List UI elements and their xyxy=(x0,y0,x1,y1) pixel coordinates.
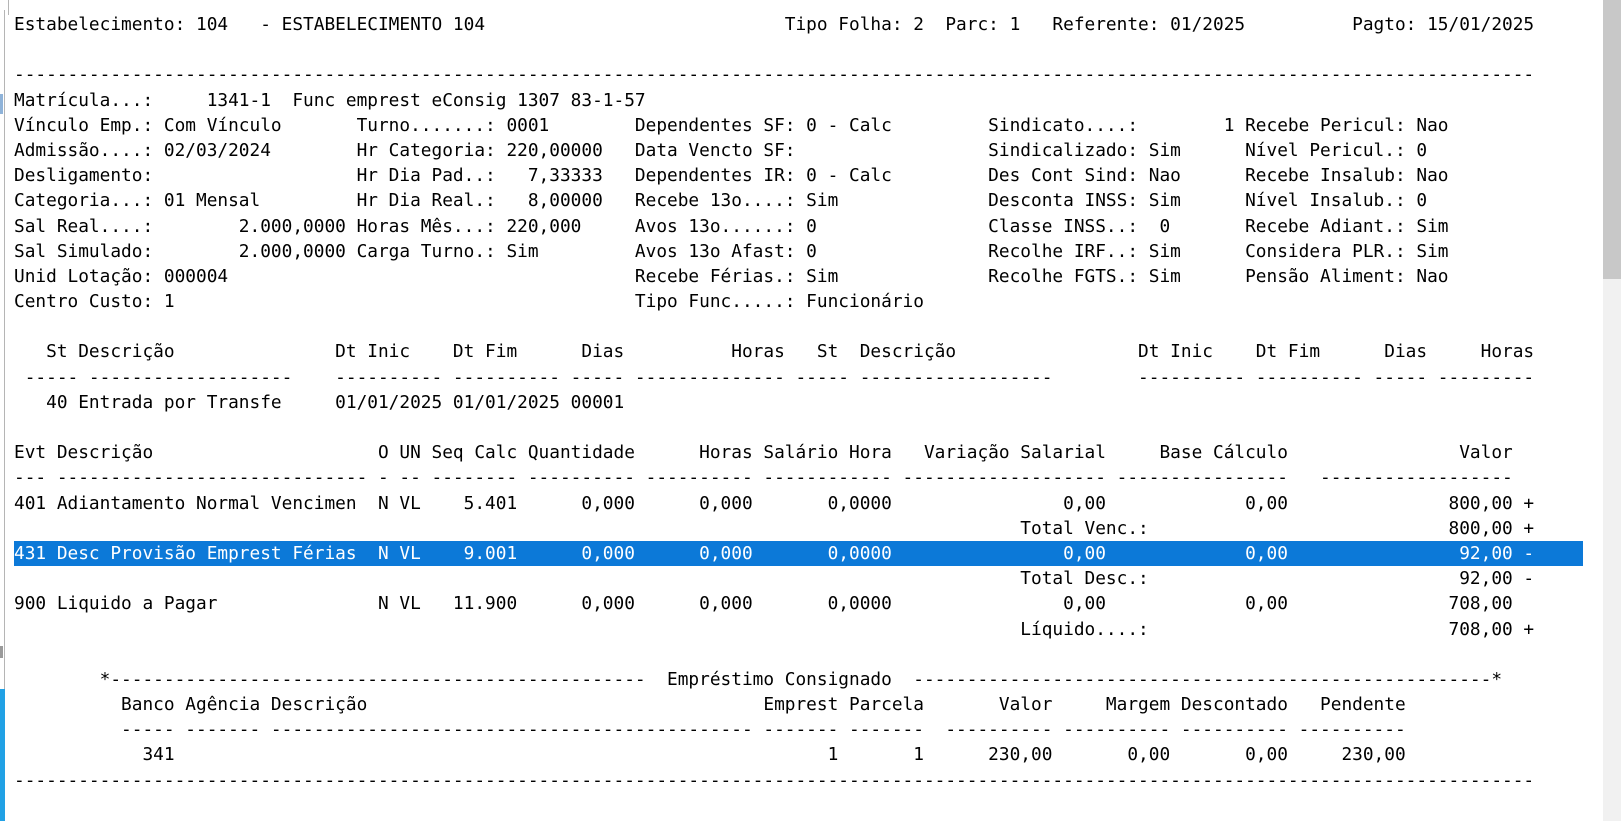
events-divider: --- ----------------------------- - -- -… xyxy=(14,467,1513,489)
scrollbar-thumb[interactable] xyxy=(1603,0,1621,279)
situations-divider: ----- ------------------- ---------- ---… xyxy=(14,366,1535,388)
employee-info-line-1: Vínculo Emp.: Com Vínculo Turno.......: … xyxy=(14,114,1449,136)
blank-line xyxy=(14,415,1583,440)
total-vencimentos: Total Venc.: 800,00 + xyxy=(14,517,1535,539)
blank-line xyxy=(14,314,1583,339)
loan-section-title: *---------------------------------------… xyxy=(14,668,1503,690)
separator-top: ----------------------------------------… xyxy=(14,64,1535,86)
window-border-fragment xyxy=(8,0,9,15)
blank-line xyxy=(14,642,1583,667)
employee-info-line-7: Unid Lotação: 000004 Recebe Férias.: Sim… xyxy=(14,265,1449,287)
background-window-fragment xyxy=(0,94,3,114)
total-liquido: Líquido....: 708,00 + xyxy=(14,618,1535,640)
employee-info-line-5: Sal Real....: 2.000,0000 Horas Mês...: 2… xyxy=(14,215,1449,237)
separator-bottom: ----------------------------------------… xyxy=(14,769,1535,791)
window-border-left xyxy=(4,10,5,821)
report-content: Estabelecimento: 104 - ESTABELECIMENTO 1… xyxy=(14,12,1583,793)
employee-info-line-4: Categoria...: 01 Mensal Hr Dia Real.: 8,… xyxy=(14,190,1428,212)
event-row-401[interactable]: 401 Adiantamento Normal Vencimen N VL 5.… xyxy=(14,492,1535,514)
background-window-fragment xyxy=(0,646,3,658)
events-header: Evt Descrição O UN Seq Calc Quantidade H… xyxy=(14,442,1513,464)
left-edge-accent xyxy=(0,689,5,821)
loan-row[interactable]: 341 1 1 230,00 0,00 0,00 230,00 xyxy=(14,744,1406,766)
employee-id-line: Matrícula...: 1341-1 Func emprest eConsi… xyxy=(14,89,646,111)
loan-table-header: Banco Agência Descrição Emprest Parcela … xyxy=(14,694,1406,716)
employee-info-line-2: Admissão....: 02/03/2024 Hr Categoria: 2… xyxy=(14,139,1428,161)
situation-row[interactable]: 40 Entrada por Transfe 01/01/2025 01/01/… xyxy=(14,391,625,413)
event-row-900[interactable]: 900 Liquido a Pagar N VL 11.900 0,000 0,… xyxy=(14,593,1513,615)
employee-info-line-8: Centro Custo: 1 Tipo Func.....: Funcioná… xyxy=(14,291,924,313)
employee-info-line-3: Desligamento: Hr Dia Pad..: 7,33333 Depe… xyxy=(14,165,1449,187)
blank-line xyxy=(14,37,1583,62)
page-header: Estabelecimento: 104 - ESTABELECIMENTO 1… xyxy=(14,14,1535,35)
loan-table-divider: ----- ------- --------------------------… xyxy=(14,719,1406,741)
situations-header: St Descrição Dt Inic Dt Fim Dias Horas S… xyxy=(14,341,1535,363)
vertical-scrollbar[interactable] xyxy=(1603,0,1621,821)
event-row-431[interactable]: 431 Desc Provisão Emprest Férias N VL 9.… xyxy=(14,540,1583,567)
employee-info-line-6: Sal Simulado: 2.000,0000 Carga Turno.: S… xyxy=(14,240,1449,262)
total-descontos: Total Desc.: 92,00 - xyxy=(14,568,1535,590)
